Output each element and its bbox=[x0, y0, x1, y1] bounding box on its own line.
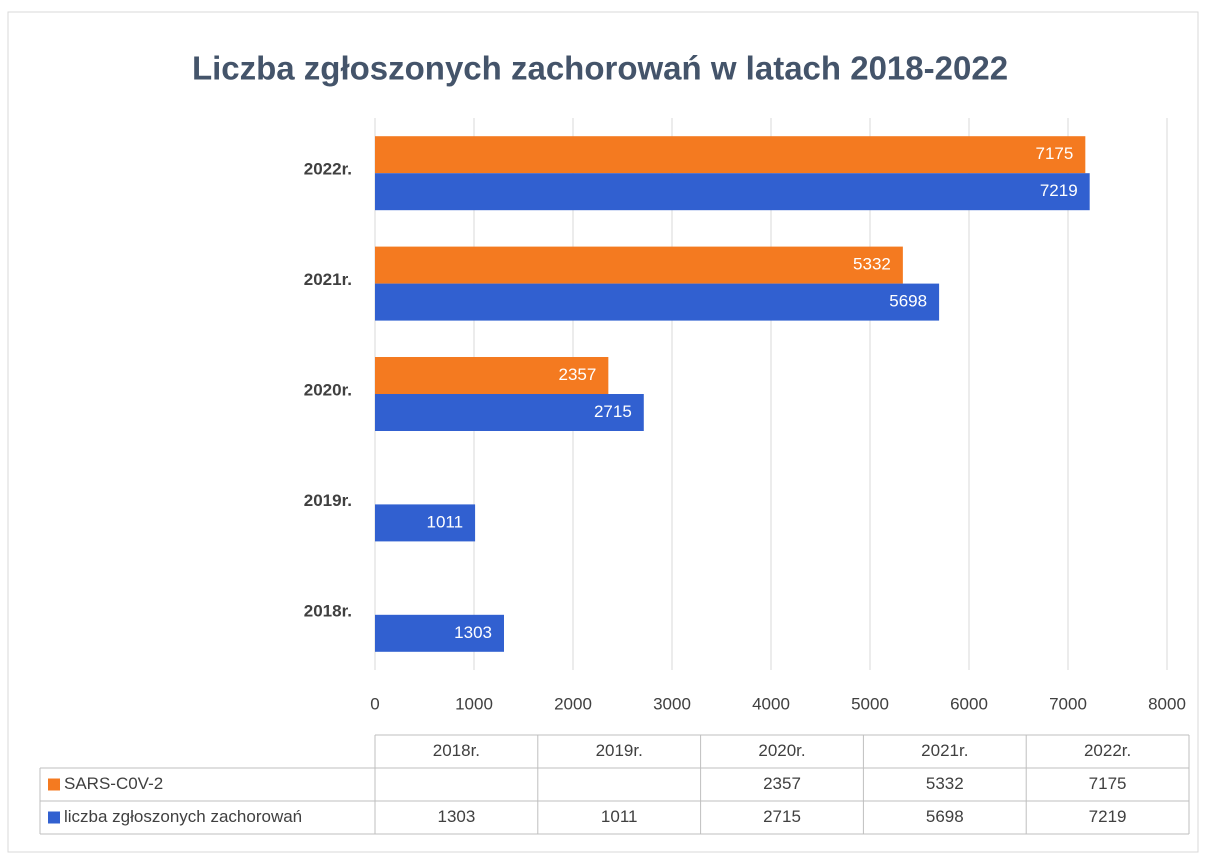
data-label: 5698 bbox=[889, 292, 927, 311]
table-header: 2019r. bbox=[596, 741, 643, 760]
table-value: 7219 bbox=[1089, 807, 1127, 826]
y-tick-label: 2018r. bbox=[304, 601, 352, 620]
x-tick-label: 5000 bbox=[851, 694, 889, 713]
x-tick-label: 0 bbox=[370, 694, 379, 713]
bar bbox=[375, 283, 940, 321]
bar bbox=[375, 394, 644, 431]
bar bbox=[375, 246, 903, 284]
bar bbox=[375, 504, 476, 542]
x-tick-label: 7000 bbox=[1049, 694, 1087, 713]
table-header: 2022r. bbox=[1084, 741, 1131, 760]
legend-key bbox=[48, 811, 60, 824]
bar bbox=[375, 173, 1090, 211]
bar bbox=[375, 614, 504, 652]
data-label: 7175 bbox=[1035, 144, 1073, 163]
x-tick-label: 2000 bbox=[554, 694, 592, 713]
y-tick-label: 2020r. bbox=[304, 380, 352, 399]
data-label: 7219 bbox=[1040, 181, 1078, 200]
chart-title: Liczba zgłoszonych zachorowań w latach 2… bbox=[192, 50, 1008, 87]
data-label: 2357 bbox=[559, 365, 597, 384]
y-tick-label: 2022r. bbox=[304, 160, 352, 179]
table-value: 5698 bbox=[926, 807, 964, 826]
table-value: 2715 bbox=[763, 807, 801, 826]
table-value: 7175 bbox=[1089, 774, 1127, 793]
data-label: 1303 bbox=[454, 623, 492, 642]
data-label: 2715 bbox=[594, 402, 632, 421]
data-label: 1011 bbox=[427, 512, 464, 531]
bar bbox=[375, 357, 609, 394]
table-header: 2021r. bbox=[921, 741, 968, 760]
table-value: 1011 bbox=[601, 807, 638, 826]
table-header: 2018r. bbox=[433, 741, 480, 760]
x-tick-label: 3000 bbox=[653, 694, 691, 713]
x-tick-label: 6000 bbox=[950, 694, 988, 713]
bar bbox=[375, 136, 1086, 174]
table-value: 2357 bbox=[763, 774, 801, 793]
y-tick-label: 2019r. bbox=[304, 491, 352, 510]
x-tick-label: 4000 bbox=[752, 694, 790, 713]
table-value: 1303 bbox=[437, 807, 475, 826]
legend-label: liczba zgłoszonych zachorowań bbox=[64, 807, 302, 826]
table-header: 2020r. bbox=[758, 741, 805, 760]
legend-label: SARS-C0V-2 bbox=[64, 774, 163, 793]
x-tick-label: 8000 bbox=[1148, 694, 1186, 713]
table-value: 5332 bbox=[926, 774, 964, 793]
data-label: 5332 bbox=[853, 255, 891, 274]
legend-key bbox=[48, 778, 60, 791]
y-tick-label: 2021r. bbox=[304, 270, 352, 289]
x-tick-label: 1000 bbox=[455, 694, 493, 713]
